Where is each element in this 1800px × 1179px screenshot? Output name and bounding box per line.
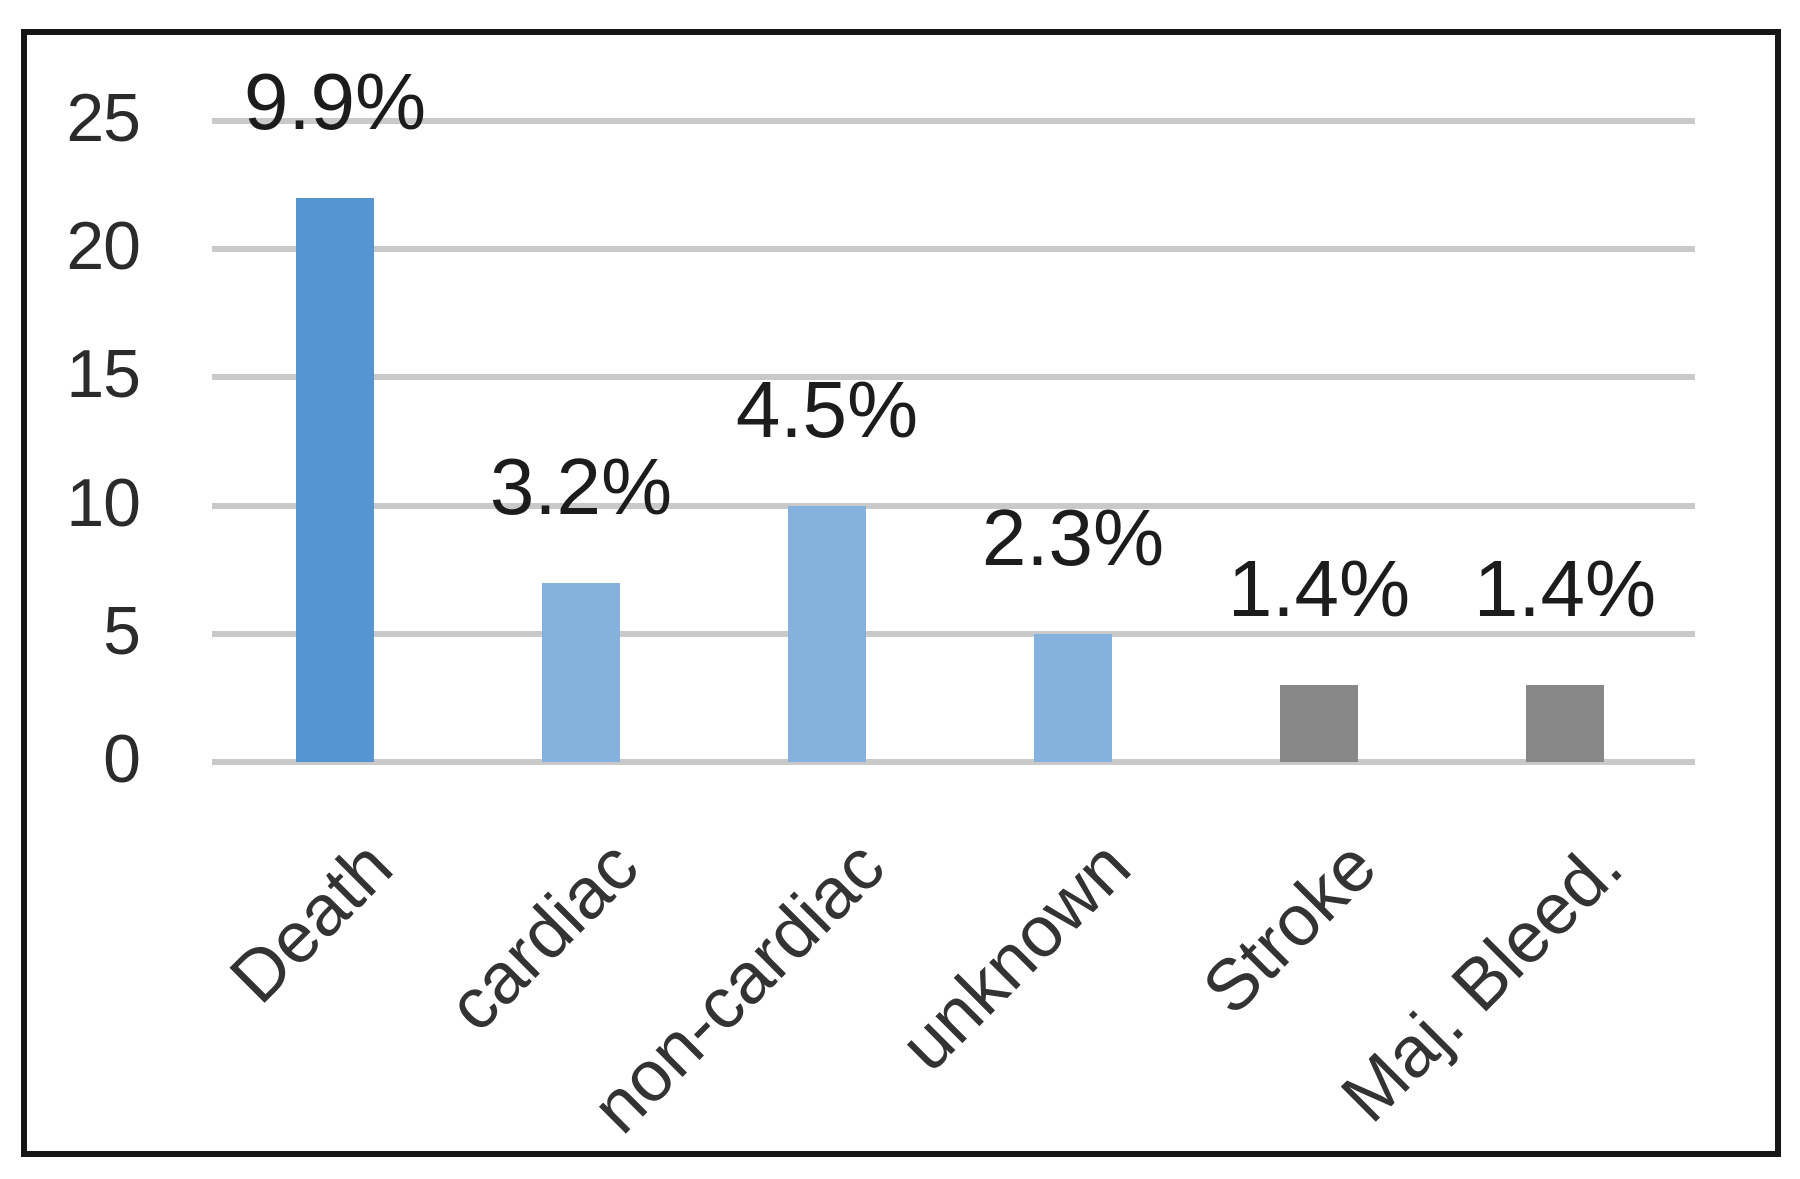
bar [1034, 634, 1112, 762]
y-tick-label: 20 [66, 208, 141, 285]
y-tick-label: 15 [66, 336, 141, 413]
bar [296, 198, 374, 762]
bar [1526, 685, 1604, 762]
bar-value-label: 4.5% [735, 365, 919, 454]
y-tick-label: 0 [103, 721, 141, 797]
y-tick-label: 5 [103, 592, 141, 669]
bar [542, 583, 620, 762]
y-gridline [212, 502, 1695, 509]
bar-value-label: 9.9% [243, 57, 427, 146]
bar [788, 506, 866, 762]
y-gridline [212, 374, 1695, 381]
bar-value-label: 2.3% [981, 493, 1165, 582]
y-gridline [212, 759, 1695, 765]
bar-value-label: 1.4% [1473, 544, 1657, 633]
bar-value-label: 1.4% [1227, 544, 1411, 633]
bar-value-label: 3.2% [489, 442, 673, 531]
y-tick-label: 25 [66, 80, 141, 156]
y-gridline [212, 246, 1695, 253]
bar [1280, 685, 1358, 762]
chart-frame [21, 29, 1781, 1157]
y-gridline [212, 630, 1695, 637]
y-tick-label: 10 [66, 464, 141, 541]
y-gridline [212, 118, 1695, 124]
